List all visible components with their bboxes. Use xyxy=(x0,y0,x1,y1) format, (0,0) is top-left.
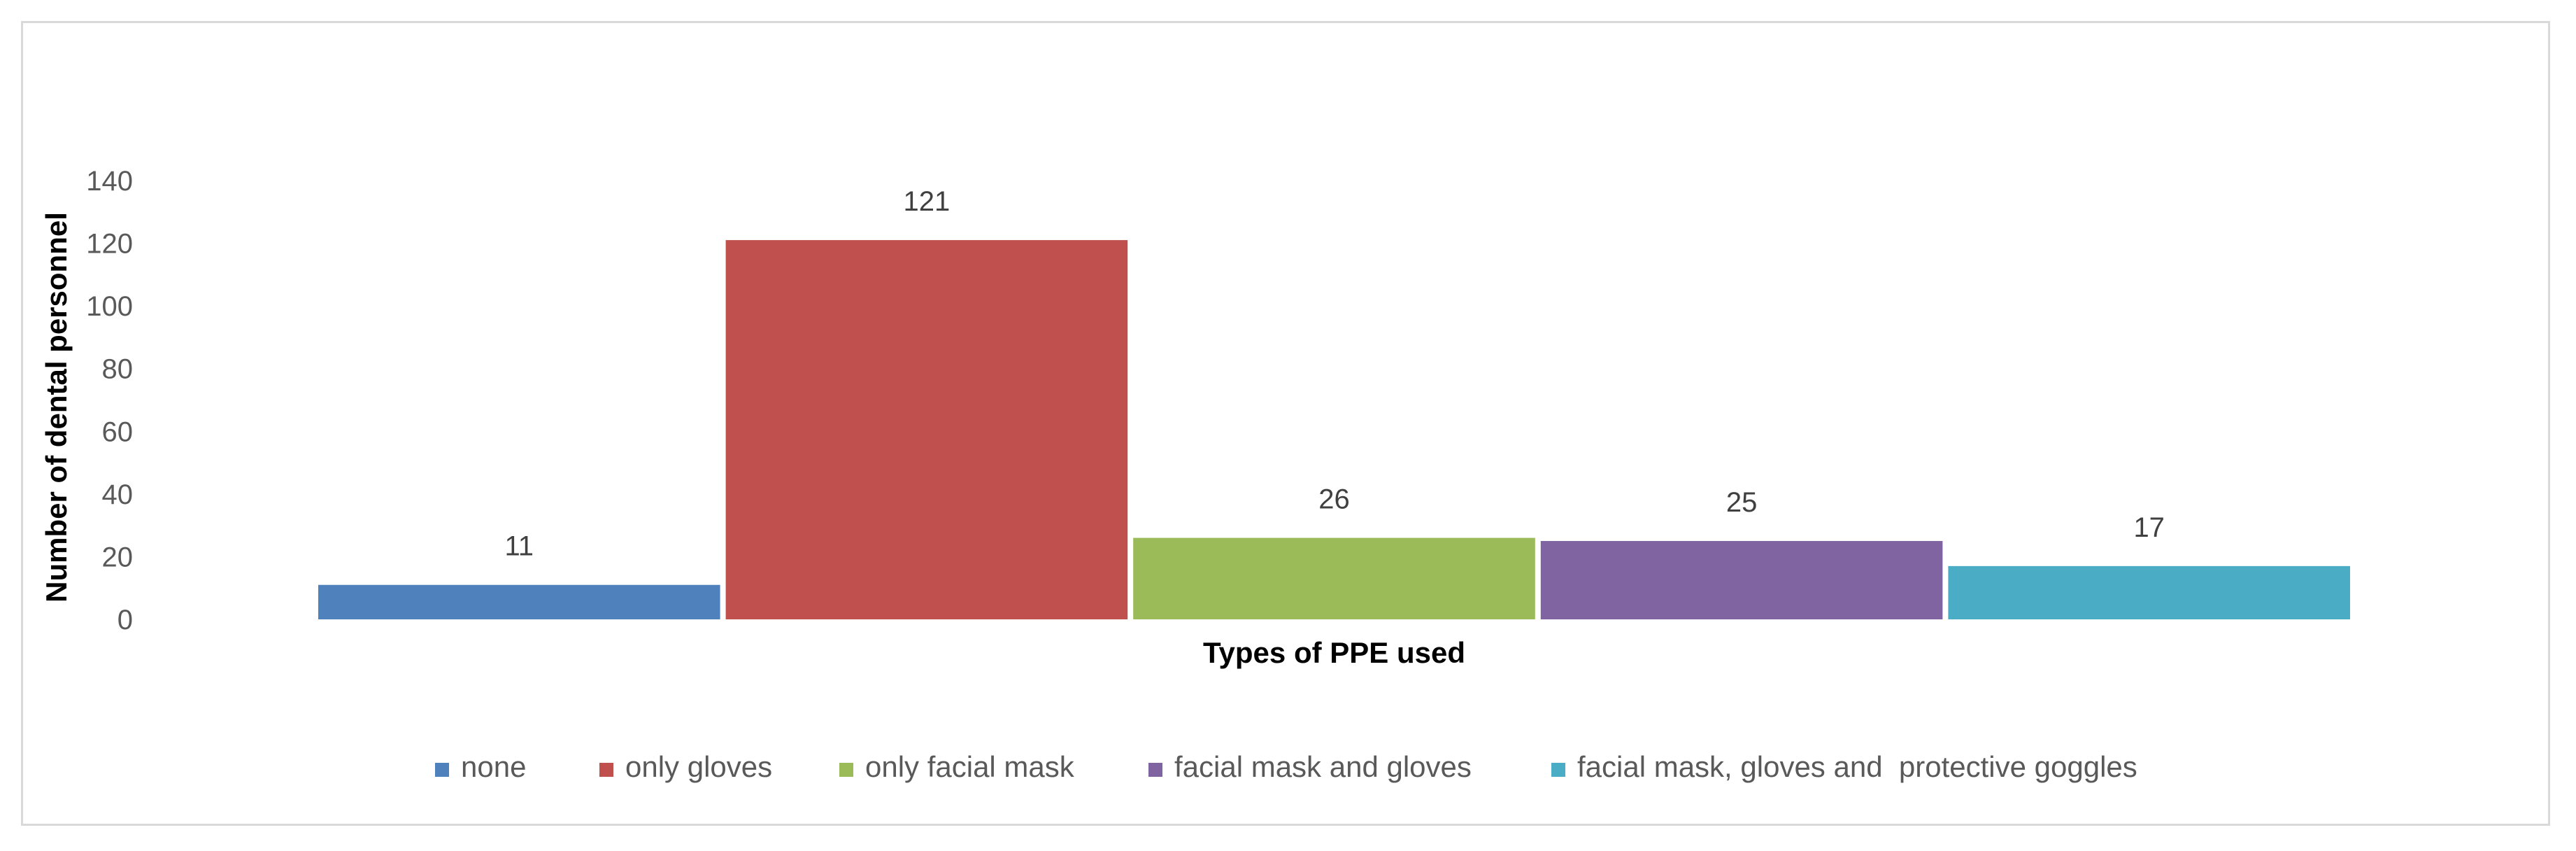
legend-label: only gloves xyxy=(625,750,772,783)
bar xyxy=(1540,541,1943,619)
data-label: 11 xyxy=(505,531,534,562)
bars xyxy=(318,240,2350,619)
y-tick-label: 80 xyxy=(102,354,134,385)
y-tick-label: 60 xyxy=(102,416,134,447)
y-tick-label: 20 xyxy=(102,542,134,572)
y-axis-ticks: 0 20 40 60 80 100 120 140 xyxy=(86,166,133,635)
y-tick-label: 40 xyxy=(102,479,134,510)
bar xyxy=(725,240,1128,619)
data-label: 17 xyxy=(2133,512,2165,543)
legend-label: facial mask and gloves xyxy=(1174,750,1472,783)
x-axis-title: Types of PPE used xyxy=(1203,636,1465,669)
y-tick-label: 140 xyxy=(86,166,133,197)
data-label: 25 xyxy=(1726,487,1758,518)
legend-swatch xyxy=(1148,763,1162,777)
data-label: 121 xyxy=(904,186,951,217)
legend-swatch xyxy=(839,763,853,777)
data-labels: 11 121 26 25 17 xyxy=(505,186,2165,562)
legend: none only gloves only facial mask facial ma… xyxy=(435,750,2137,783)
legend-swatch xyxy=(599,763,613,777)
y-tick-label: 100 xyxy=(86,291,133,322)
legend-label: only facial mask xyxy=(865,750,1075,783)
data-label: 26 xyxy=(1318,484,1350,515)
legend-label: facial mask, gloves and protective goggl… xyxy=(1577,750,2137,783)
legend-swatch xyxy=(1551,763,1565,777)
legend-swatch xyxy=(435,763,449,777)
bar xyxy=(1948,565,2350,619)
y-axis-title: Number of dental personnel xyxy=(40,212,73,603)
chart-frame xyxy=(21,21,2550,826)
y-tick-label: 120 xyxy=(86,229,133,260)
bar xyxy=(1133,537,1535,619)
legend-label: none xyxy=(461,750,526,783)
bar xyxy=(318,584,720,619)
y-tick-label: 0 xyxy=(118,605,133,635)
